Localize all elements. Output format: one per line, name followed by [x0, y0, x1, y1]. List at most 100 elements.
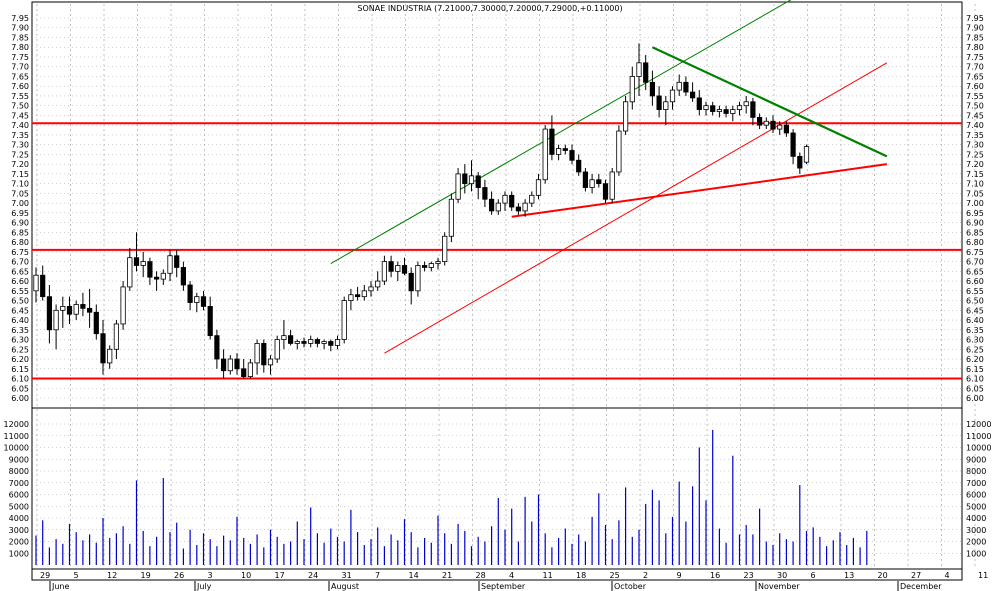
candle-body — [314, 339, 321, 344]
price-tick-label: 6.30 — [966, 336, 984, 345]
candle-body — [301, 341, 307, 344]
price-tick-label: 6.00 — [11, 394, 29, 403]
date-label: 9 — [677, 571, 682, 580]
date-label: 31 — [342, 571, 352, 580]
candle-body — [529, 194, 535, 204]
date-label: 16 — [710, 571, 720, 580]
candle-body — [40, 274, 46, 298]
price-tick-label: 7.25 — [966, 150, 984, 159]
candle-body — [556, 148, 562, 155]
candle-body — [87, 307, 93, 313]
price-tick-label: 6.60 — [11, 277, 29, 286]
date-axis: 29 5 12 19 26 3 10 17 24 31 7 14 21 28 4 11 18 25 2 9 16 23 30… — [40, 571, 988, 580]
candle-body — [515, 206, 522, 212]
candle-body — [569, 150, 575, 161]
price-tick-label: 6.70 — [966, 258, 984, 267]
candle-body — [207, 306, 213, 337]
volume-tick-label: 2000 — [966, 538, 986, 547]
date-label: 10 — [241, 571, 251, 580]
price-tick-label: 7.75 — [11, 53, 29, 62]
candle-body — [107, 348, 113, 364]
price-tick-label: 6.00 — [966, 394, 984, 403]
volume-tick-label: 11000 — [966, 432, 991, 441]
date-label: 26 — [174, 571, 184, 580]
candle-body — [281, 335, 287, 340]
candle-body — [133, 257, 140, 266]
date-label: 12 — [107, 571, 117, 580]
price-tick-label: 7.85 — [11, 33, 29, 42]
volume-tick-label: 3000 — [9, 526, 29, 535]
price-tick-label: 6.55 — [966, 287, 984, 296]
price-tick-label: 7.50 — [11, 102, 29, 111]
candle-body — [187, 284, 193, 303]
candle-body — [616, 130, 622, 173]
price-axis-left: 6.006.056.106.156.206.256.306.356.406.45… — [11, 14, 29, 403]
price-tick-label: 6.20 — [966, 355, 984, 364]
volume-tick-label: 3000 — [966, 526, 986, 535]
date-label: 13 — [844, 571, 854, 580]
candle-body — [227, 358, 233, 372]
volume-axis-left: 1000 2000 3000 4000 5000 6000 7000 8000 9000 1000… — [4, 420, 29, 558]
date-label: 6 — [811, 571, 816, 580]
date-label: 21 — [442, 571, 452, 580]
candle-body — [663, 101, 669, 110]
price-tick-label: 6.05 — [966, 384, 984, 393]
date-label: 29 — [40, 571, 50, 580]
candle-body — [220, 358, 227, 372]
date-label: 23 — [744, 571, 754, 580]
candle-body — [475, 175, 481, 188]
candle-body — [348, 294, 354, 301]
candle-body — [194, 296, 200, 303]
volume-tick-label: 1000 — [9, 549, 29, 558]
trendline — [330, 0, 792, 264]
candle-body — [549, 128, 555, 155]
candle-body — [53, 309, 59, 331]
price-tick-label: 6.50 — [966, 297, 984, 306]
price-tick-label: 7.65 — [966, 72, 984, 81]
candle-body — [200, 296, 207, 307]
candle-body — [783, 124, 790, 134]
candle-body — [334, 339, 341, 346]
candle-body — [174, 255, 180, 268]
volume-tick-label: 5000 — [9, 502, 29, 511]
month-label: June — [51, 582, 70, 591]
candle-body — [153, 276, 160, 280]
candle-body — [140, 261, 146, 266]
candle-body — [582, 171, 589, 188]
candle-body — [488, 198, 495, 212]
month-label: November — [758, 582, 800, 591]
date-label: 17 — [275, 571, 285, 580]
candle-body — [147, 261, 153, 278]
volume-tick-label: 12000 — [966, 420, 991, 429]
price-tick-label: 6.15 — [966, 365, 984, 374]
candle-body — [770, 120, 776, 130]
price-tick-label: 7.15 — [966, 170, 984, 179]
chart-title: SONAE INDUSTRIA (7.21000,7.30000,7.20000… — [357, 4, 622, 13]
price-tick-label: 7.30 — [11, 141, 29, 150]
candle-body — [93, 311, 99, 335]
date-label: 4 — [945, 571, 950, 580]
price-tick-label: 7.50 — [966, 102, 984, 111]
candle-body — [234, 358, 240, 370]
price-tick-label: 7.70 — [11, 63, 29, 72]
price-tick-label: 7.40 — [966, 121, 984, 130]
candle-body — [535, 179, 542, 196]
candle-body — [261, 343, 267, 366]
price-tick-label: 7.20 — [11, 160, 29, 169]
trendline — [511, 163, 888, 218]
candle-body — [435, 261, 441, 264]
candle-body — [649, 81, 656, 97]
candle-body — [522, 202, 528, 212]
price-tick-label: 6.10 — [966, 375, 984, 384]
candle-body — [690, 91, 696, 99]
candle-body — [395, 265, 401, 272]
volume-tick-label: 1000 — [966, 549, 986, 558]
price-tick-label: 7.90 — [966, 24, 984, 33]
month-label: August — [331, 582, 359, 591]
price-tick-label: 6.05 — [11, 384, 29, 393]
date-label: 11 — [543, 571, 553, 580]
candle-body — [341, 300, 347, 340]
price-tick-label: 6.65 — [11, 267, 29, 276]
price-tick-label: 7.60 — [11, 82, 29, 91]
